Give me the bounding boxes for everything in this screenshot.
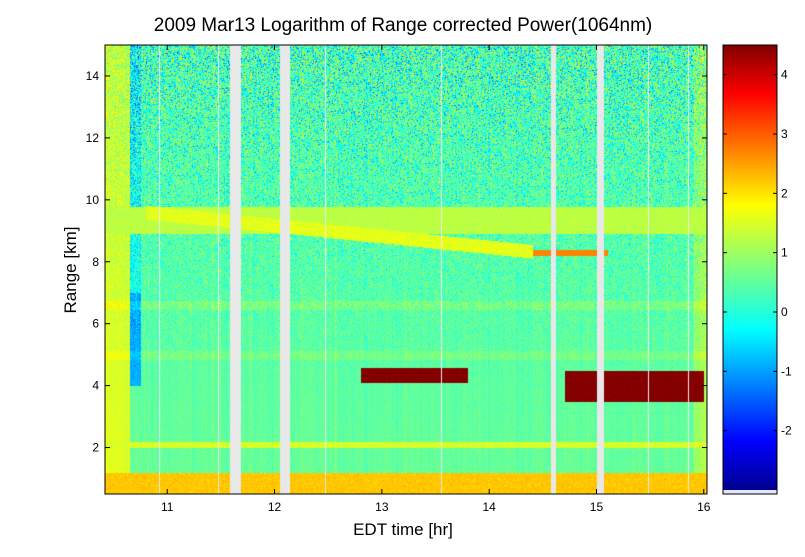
x-tick-label: 14 <box>482 500 496 514</box>
colorbar-tick-label: 2 <box>781 186 788 200</box>
chart-title: 2009 Mar13 Logarithm of Range corrected … <box>154 15 653 36</box>
x-tick-label: 12 <box>268 500 282 514</box>
y-tick-label: 12 <box>86 131 100 145</box>
colorbar: -2 -1 0 1 2 3 4 <box>722 44 792 495</box>
colorbar-end <box>723 490 777 494</box>
y-tick-label: 8 <box>92 255 99 269</box>
colorbar-tick-label: 1 <box>781 246 788 260</box>
colorbar-tick-label: -1 <box>781 364 792 378</box>
y-tick-label: 6 <box>92 317 99 331</box>
y-tick-label: 4 <box>92 379 99 393</box>
x-axis: 11 12 13 14 15 16 <box>161 45 711 514</box>
y-axis: 2 4 6 8 10 12 14 <box>86 69 707 455</box>
heatmap-image <box>105 45 707 494</box>
colorbar-tick-label: -2 <box>781 424 792 438</box>
colorbar-fill <box>723 45 777 490</box>
y-tick-label: 10 <box>86 193 100 207</box>
y-tick-label: 14 <box>86 69 100 83</box>
colorbar-tick-label: 4 <box>781 68 788 82</box>
plot-frame <box>104 44 708 495</box>
colorbar-frame <box>722 44 778 495</box>
colorbar-ticks: -2 -1 0 1 2 3 4 <box>723 68 792 438</box>
x-tick-label: 13 <box>375 500 389 514</box>
colorbar-tick-label: 0 <box>781 305 788 319</box>
x-axis-label: EDT time [hr] <box>353 520 453 539</box>
colorbar-tick-label: 3 <box>781 127 788 141</box>
x-tick-label: 15 <box>590 500 604 514</box>
y-axis-label: Range [km] <box>61 227 80 314</box>
heatmap-plot <box>104 44 708 495</box>
y-tick-label: 2 <box>92 441 99 455</box>
x-tick-label: 11 <box>161 500 174 514</box>
x-tick-label: 16 <box>697 500 711 514</box>
